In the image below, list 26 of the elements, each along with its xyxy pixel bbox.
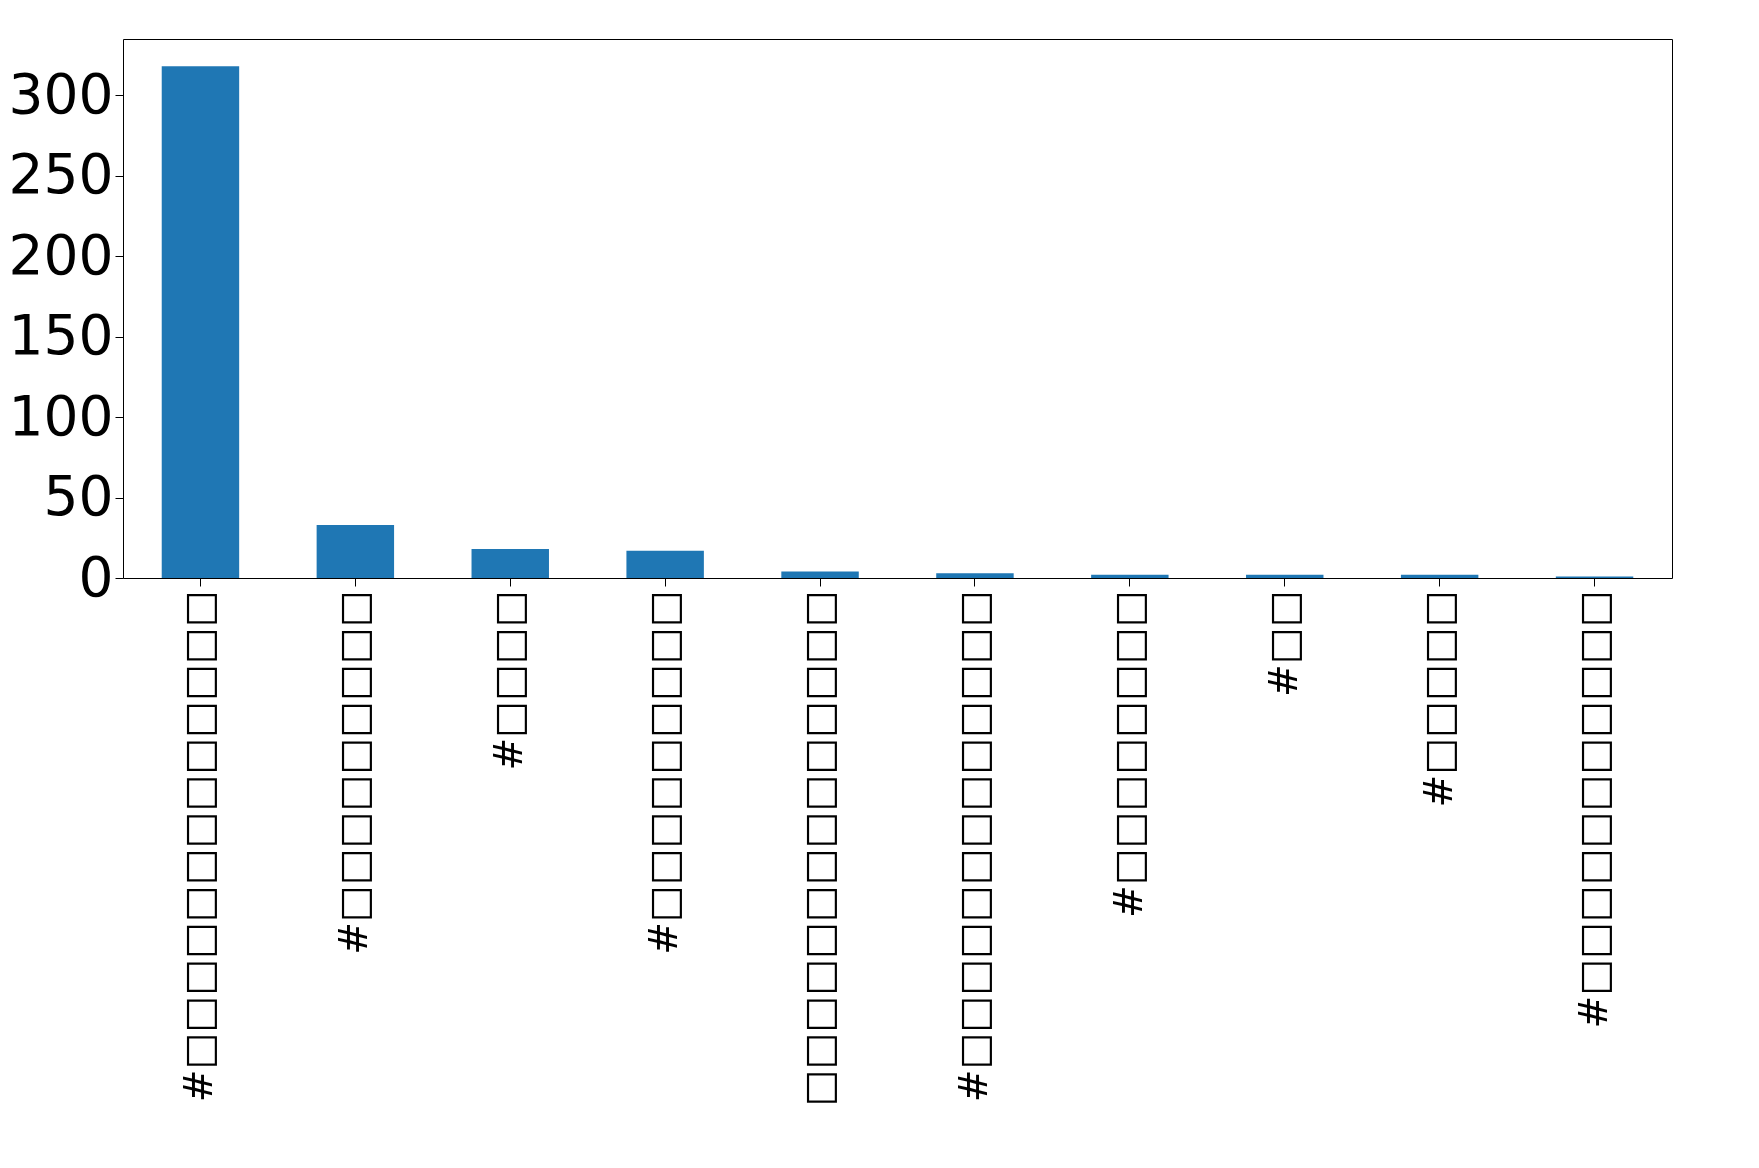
bar [471, 549, 549, 578]
y-tick-label: 300 [8, 61, 114, 126]
x-tick-label: #□□□□□□□□□□□ [1570, 590, 1616, 1029]
bar [781, 571, 859, 578]
y-tick-label: 0 [78, 544, 114, 609]
bar [626, 550, 704, 578]
bar [161, 66, 240, 578]
y-tick-label: 50 [43, 464, 114, 529]
x-tick-label: #□□ [1260, 590, 1306, 697]
y-tick-label: 200 [8, 222, 114, 287]
y-tick-label: 250 [8, 142, 114, 207]
bar [936, 573, 1014, 578]
x-tick-label: #□□□□□□□□□□□□□ [950, 590, 996, 1103]
bar [1091, 574, 1169, 578]
y-tick-label: 100 [8, 383, 114, 448]
x-tick-label: #□□□□ [486, 590, 532, 771]
y-tick-label: 150 [8, 303, 114, 368]
bar [1246, 574, 1324, 578]
x-tick-label: #□□□□□□□□□ [641, 590, 687, 955]
bar [1400, 574, 1479, 578]
x-tick-label: □□□□□□□□□□□□□□ [796, 590, 842, 1107]
bar [316, 524, 395, 578]
x-tick-label: #□□□□□□□□□□□□□ [176, 590, 222, 1103]
x-tick-label: #□□□□□□□□□ [331, 590, 377, 955]
x-tick-label: #□□□□□□□□ [1105, 590, 1151, 918]
x-tick-label: #□□□□□ [1415, 590, 1461, 808]
